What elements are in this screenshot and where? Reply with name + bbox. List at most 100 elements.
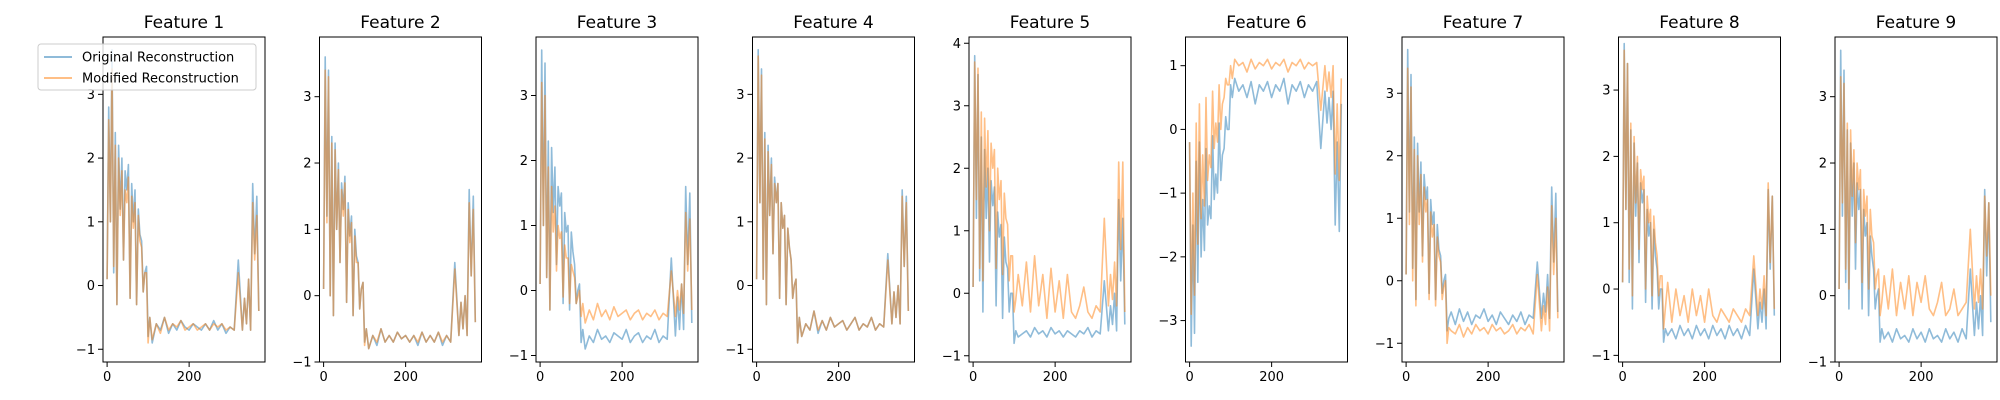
subplot-feature-3: Feature 3 0 200 −1 0 1 2 3 xyxy=(509,13,699,385)
subplot-title: Feature 1 xyxy=(144,13,224,33)
x-tick-label: 200 xyxy=(393,370,418,385)
x-tick-label: 0 xyxy=(1618,370,1626,385)
y-tick-label: 1 xyxy=(303,223,311,238)
y-tick-label: 0 xyxy=(953,287,961,302)
y-tick-label: 3 xyxy=(1819,90,1827,105)
x-tick-label: 0 xyxy=(1835,370,1843,385)
x-tick-label: 0 xyxy=(752,370,760,385)
subplot-title: Feature 2 xyxy=(360,13,440,33)
subplot-feature-7: Feature 7 0 200 −1 0 1 2 3 xyxy=(1375,13,1565,385)
x-tick-label: 200 xyxy=(826,370,851,385)
legend-box xyxy=(37,43,257,91)
y-tick-label: 2 xyxy=(736,152,744,167)
subplot-feature-2: Feature 2 0 200 −1 0 1 2 3 xyxy=(292,13,482,385)
series-line-modified xyxy=(755,55,910,344)
legend-label-original: Original Reconstruction xyxy=(82,51,234,66)
axes-frame xyxy=(1185,36,1348,363)
axes-frame xyxy=(535,36,699,363)
axes-frame xyxy=(102,36,266,363)
x-tick-label: 200 xyxy=(1909,370,1934,385)
y-tick-label: 0 xyxy=(87,279,95,294)
y-tick-label: −1 xyxy=(509,349,528,364)
y-tick-label: 3 xyxy=(1602,84,1610,99)
series-line-modified xyxy=(106,68,260,344)
series-line-modified xyxy=(539,81,693,324)
y-tick-label: 0 xyxy=(1602,283,1610,298)
axes-frame xyxy=(319,36,482,363)
subplot-title: Feature 8 xyxy=(1659,13,1739,33)
x-tick-label: 0 xyxy=(1185,370,1193,385)
series-line-modified xyxy=(322,69,477,350)
y-tick-label: 1 xyxy=(520,219,528,234)
y-tick-label: 0 xyxy=(1819,289,1827,304)
y-tick-label: −1 xyxy=(1158,187,1177,202)
y-tick-label: 3 xyxy=(1386,87,1394,102)
subplot-feature-6: Feature 6 0 200 −3 −2 −1 0 1 xyxy=(1158,13,1348,385)
x-tick-label: 0 xyxy=(103,370,111,385)
y-tick-label: 1 xyxy=(1169,59,1177,74)
x-tick-label: 200 xyxy=(177,370,202,385)
y-tick-label: 3 xyxy=(87,88,95,103)
y-tick-label: −1 xyxy=(1808,356,1827,371)
subplot-title: Feature 6 xyxy=(1226,13,1306,33)
y-tick-label: 1 xyxy=(87,215,95,230)
y-tick-label: −3 xyxy=(1158,314,1177,329)
y-tick-label: 2 xyxy=(1386,149,1394,164)
y-tick-label: 0 xyxy=(1169,123,1177,138)
x-tick-label: 200 xyxy=(1259,370,1284,385)
x-tick-label: 0 xyxy=(1402,370,1410,385)
y-tick-label: 2 xyxy=(87,152,95,167)
y-tick-label: 0 xyxy=(303,289,311,304)
subplot-feature-5: Feature 5 0 200 −1 0 1 2 3 4 xyxy=(942,13,1132,385)
axes-frame xyxy=(1401,36,1565,363)
legend: Original Reconstruction Modified Reconst… xyxy=(37,43,257,91)
subplot-title: Feature 5 xyxy=(1010,13,1090,33)
legend-label-modified: Modified Reconstruction xyxy=(82,72,239,87)
axes-frame xyxy=(1834,36,1998,363)
subplot-feature-1: Feature 1 0 200 −1 0 1 2 3 xyxy=(76,13,266,385)
y-tick-label: 3 xyxy=(953,99,961,114)
y-tick-label: 4 xyxy=(953,37,961,52)
x-tick-label: 200 xyxy=(1476,370,1501,385)
y-tick-label: −1 xyxy=(1591,349,1610,364)
y-tick-label: 3 xyxy=(520,89,528,104)
x-tick-label: 200 xyxy=(1692,370,1717,385)
y-tick-label: −2 xyxy=(1158,250,1177,265)
y-tick-label: 2 xyxy=(520,154,528,169)
axes-frame xyxy=(968,36,1132,363)
y-tick-label: 2 xyxy=(1819,157,1827,172)
y-tick-label: 0 xyxy=(520,284,528,299)
y-tick-label: 1 xyxy=(736,215,744,230)
y-tick-label: 2 xyxy=(953,162,961,177)
y-tick-label: 1 xyxy=(1602,216,1610,231)
subplot-feature-8: Feature 8 0 200 −1 0 1 2 3 xyxy=(1591,13,1781,385)
axes-frame xyxy=(1618,36,1781,363)
subplot-title: Feature 3 xyxy=(577,13,657,33)
y-tick-label: −1 xyxy=(725,343,744,358)
y-tick-label: 3 xyxy=(736,88,744,103)
series-line-modified xyxy=(1621,49,1776,330)
y-tick-label: 1 xyxy=(1386,212,1394,227)
subplot-title: Feature 7 xyxy=(1443,13,1523,33)
series-line-modified xyxy=(972,61,1126,320)
series-line-modified xyxy=(1838,76,1992,317)
y-tick-label: −1 xyxy=(76,343,95,358)
x-tick-label: 0 xyxy=(969,370,977,385)
x-tick-label: 200 xyxy=(1043,370,1068,385)
series-line-modified xyxy=(1188,58,1343,316)
y-tick-label: 2 xyxy=(1602,150,1610,165)
subplot-title: Feature 9 xyxy=(1876,13,1956,33)
y-tick-label: 1 xyxy=(1819,223,1827,238)
x-tick-label: 0 xyxy=(536,370,544,385)
subplot-feature-9: Feature 9 0 200 −1 0 1 2 3 xyxy=(1808,13,1998,385)
y-tick-label: −1 xyxy=(292,356,311,371)
y-tick-label: −1 xyxy=(942,349,961,364)
y-tick-label: 3 xyxy=(303,90,311,105)
series-line-modified xyxy=(1405,67,1559,345)
y-tick-label: 1 xyxy=(953,224,961,239)
axes-frame xyxy=(752,36,915,363)
y-tick-label: 2 xyxy=(303,157,311,172)
